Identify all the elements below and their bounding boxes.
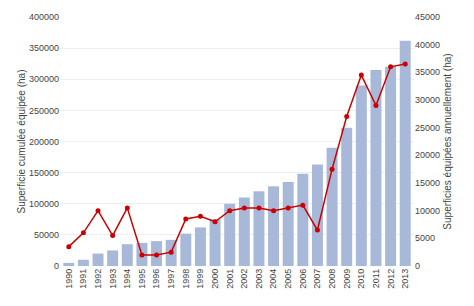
svg-text:1997: 1997 [166,269,176,289]
svg-text:1993: 1993 [108,269,118,289]
svg-text:40000: 40000 [415,40,440,50]
svg-text:2008: 2008 [327,269,337,289]
svg-text:20000: 20000 [415,150,440,160]
svg-text:Superficie cumulée équipée (ha: Superficie cumulée équipée (ha) [16,70,27,214]
svg-text:200000: 200000 [29,137,59,147]
svg-text:1998: 1998 [181,269,191,289]
svg-text:1994: 1994 [122,269,132,289]
svg-text:2007: 2007 [312,269,322,289]
svg-text:2003: 2003 [254,269,264,289]
svg-text:250000: 250000 [29,106,59,116]
svg-text:2005: 2005 [283,269,293,289]
svg-text:0: 0 [54,261,59,271]
svg-text:5000: 5000 [415,233,435,243]
svg-text:300000: 300000 [29,74,59,84]
svg-text:150000: 150000 [29,168,59,178]
svg-text:0: 0 [415,261,420,271]
svg-text:2002: 2002 [239,269,249,289]
svg-text:30000: 30000 [415,95,440,105]
svg-text:2012: 2012 [386,269,396,289]
svg-text:2006: 2006 [298,269,308,289]
svg-text:350000: 350000 [29,43,59,53]
svg-text:25000: 25000 [415,123,440,133]
svg-text:2000: 2000 [210,269,220,289]
svg-text:100000: 100000 [29,199,59,209]
svg-text:35000: 35000 [415,67,440,77]
svg-text:50000: 50000 [34,230,59,240]
svg-text:Superficies équipées annuellem: Superficies équipées annuellement (ha) [442,53,453,229]
svg-text:45000: 45000 [415,12,440,22]
svg-text:2013: 2013 [400,269,410,289]
svg-text:1999: 1999 [195,269,205,289]
svg-text:1995: 1995 [137,269,147,289]
svg-text:1990: 1990 [64,269,74,289]
svg-text:400000: 400000 [29,12,59,22]
svg-text:10000: 10000 [415,206,440,216]
svg-text:2009: 2009 [342,269,352,289]
svg-text:1991: 1991 [78,269,88,289]
svg-text:2011: 2011 [371,269,381,288]
svg-text:1992: 1992 [93,269,103,289]
svg-text:15000: 15000 [415,178,440,188]
svg-text:2004: 2004 [268,269,278,289]
svg-text:2001: 2001 [225,269,235,289]
svg-text:2010: 2010 [356,269,366,289]
svg-text:1996: 1996 [151,269,161,289]
